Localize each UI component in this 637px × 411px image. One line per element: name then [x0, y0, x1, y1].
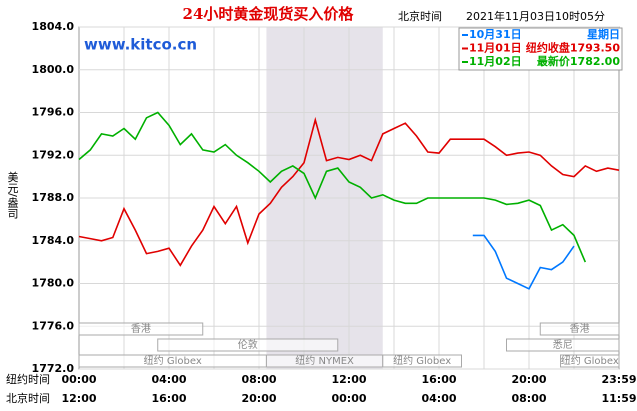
watermark: www.kitco.cn: [84, 36, 197, 54]
legend-label: 11月02日: [469, 55, 522, 68]
session-label: 香港: [570, 323, 590, 335]
x-tick-label: 08:00: [241, 373, 276, 386]
session-label: 纽约 NYMEX: [295, 354, 354, 367]
y-tick-label: 1772.0: [32, 362, 75, 375]
session-label: 纽约 Globex: [144, 354, 202, 367]
session-box: [506, 338, 620, 352]
x2-tick-label: 16:00: [151, 392, 186, 405]
x-tick-label: 20:00: [511, 373, 546, 386]
series-line: [472, 234, 575, 290]
x2-tick-label: 04:00: [421, 392, 456, 405]
x-tick-label: 16:00: [421, 373, 456, 386]
y-tick-label: 1788.0: [32, 191, 75, 204]
legend-note: 最新价1782.00: [537, 54, 620, 68]
timestamp: 2021年11月03日10时05分: [466, 9, 605, 23]
x2-tick-label: 08:00: [511, 392, 546, 405]
session-label: 纽约 Globex: [393, 354, 451, 367]
y-tick-label: 1780.0: [32, 277, 75, 290]
session-label: 香港: [131, 323, 151, 335]
session-box: [78, 322, 204, 336]
session-label: 伦敦: [238, 338, 258, 351]
session-label: 悉尼: [553, 339, 573, 351]
session-box: [157, 338, 339, 352]
x2-row-label: 北京时间: [6, 391, 50, 405]
x-tick-label: 12:00: [331, 373, 366, 386]
y-tick-label: 1804.0: [32, 20, 75, 33]
legend-box: [458, 27, 623, 71]
y-tick-label: 1796.0: [32, 106, 75, 119]
x2-tick-label: 11:59: [601, 392, 636, 405]
legend-label: 10月31日: [469, 28, 522, 41]
y-tick-label: 1784.0: [32, 234, 75, 247]
y-tick-label: 1792.0: [32, 148, 75, 161]
x-row-label: 纽约时间: [6, 372, 50, 386]
legend-label: 11月01日: [469, 42, 522, 55]
y-tick-label: 1800.0: [32, 63, 75, 76]
session-box: [539, 322, 620, 336]
y-axis-label: 美元/盎司: [6, 171, 19, 219]
legend-note: 纽约收盘1793.50: [526, 41, 620, 55]
x-tick-label: 00:00: [61, 373, 96, 386]
session-label: 纽约 Globex: [561, 354, 619, 367]
x-tick-label: 04:00: [151, 373, 186, 386]
legend-note: 星期日: [587, 27, 620, 41]
series-line: [78, 111, 587, 263]
x2-tick-label: 12:00: [61, 392, 96, 405]
series-line: [78, 116, 620, 267]
chart-title: 24小时黄金现货买入价格: [183, 5, 355, 23]
x2-tick-label: 00:00: [331, 392, 366, 405]
x2-tick-label: 20:00: [241, 392, 276, 405]
session-box: [560, 354, 620, 368]
y-tick-label: 1776.0: [32, 319, 75, 332]
session-box: [382, 354, 462, 368]
x-tick-label: 23:59: [601, 373, 636, 386]
subtitle: 北京时间: [398, 9, 442, 23]
